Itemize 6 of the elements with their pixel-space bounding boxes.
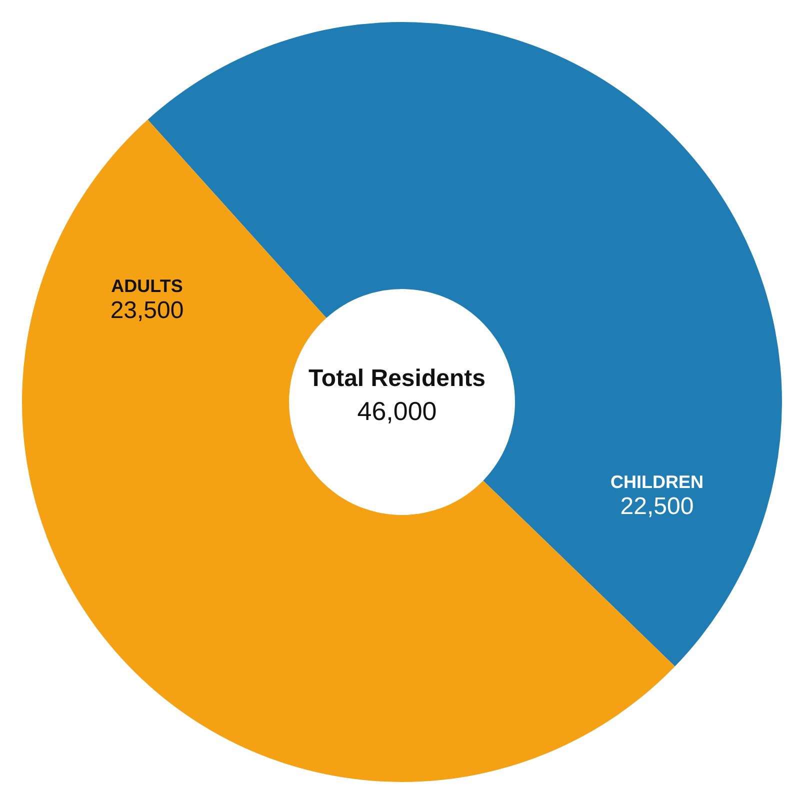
- data-label: 23,500: [110, 296, 184, 324]
- slice-label: ADULTS: [111, 276, 183, 296]
- slice-label: CHILDREN: [610, 472, 704, 492]
- text: Total Residents: [308, 364, 486, 394]
- data-label: 22,500: [620, 493, 694, 520]
- text: 46,000: [356, 395, 438, 427]
